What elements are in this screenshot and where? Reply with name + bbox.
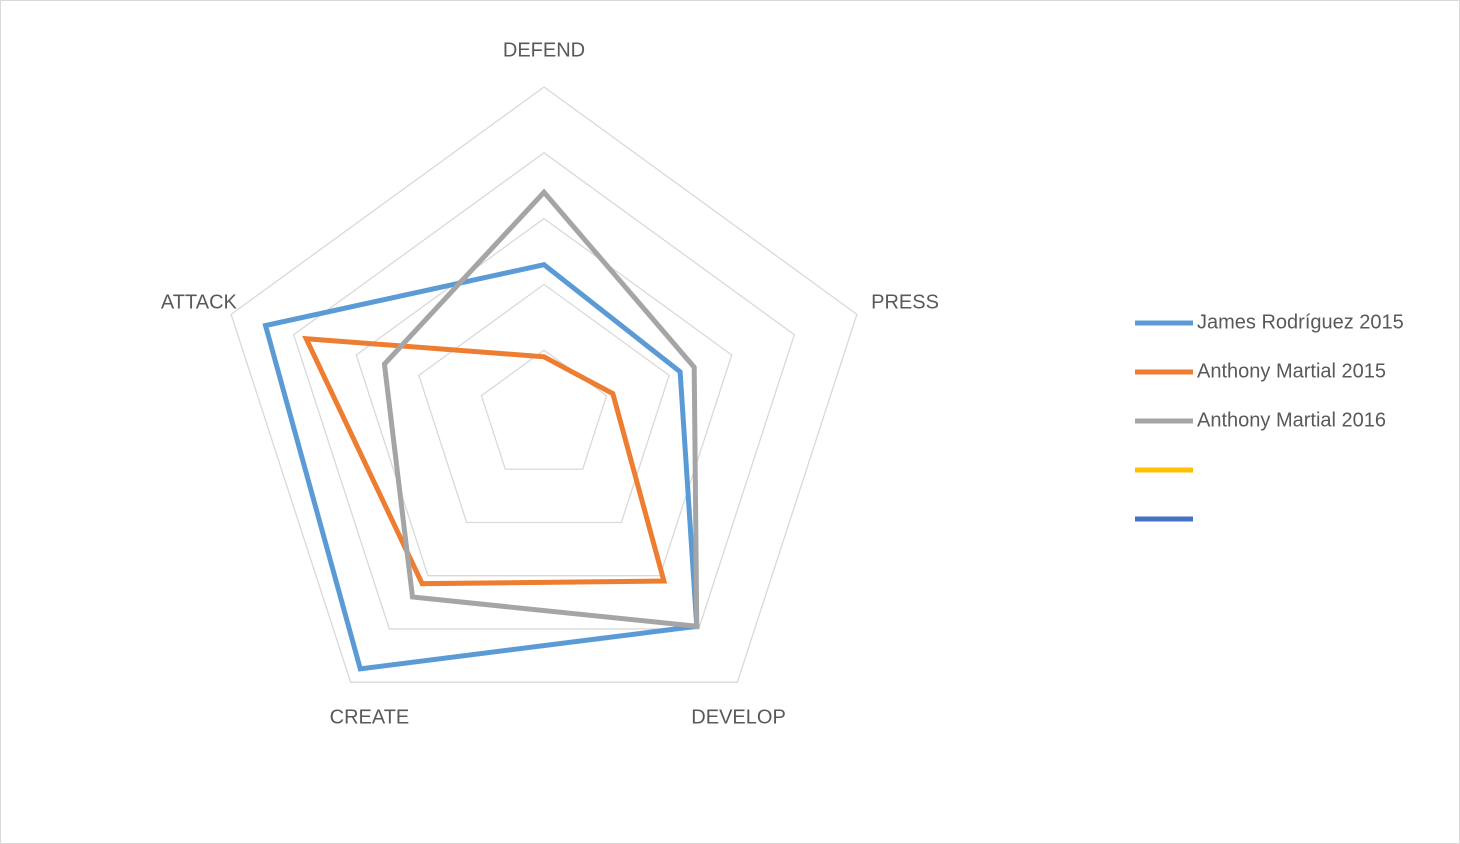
axis-label: CREATE <box>330 707 410 729</box>
axis-label: ATTACK <box>161 291 238 313</box>
axis-label: PRESS <box>871 291 939 313</box>
series-line <box>381 188 700 630</box>
grid-ring <box>480 349 608 470</box>
grid-ring <box>230 86 858 683</box>
series-line <box>262 261 700 672</box>
grid-ring <box>292 151 796 630</box>
legend-label: Anthony Martial 2016 <box>1197 409 1386 431</box>
legend-label: James Rodríguez 2015 <box>1197 311 1404 333</box>
legend-label: Anthony Martial 2015 <box>1197 360 1386 382</box>
grid-ring <box>355 217 733 577</box>
grid-ring <box>418 283 670 524</box>
series-line <box>302 335 668 587</box>
axis-label: DEFEND <box>503 39 585 61</box>
axis-label: DEVELOP <box>691 707 785 729</box>
